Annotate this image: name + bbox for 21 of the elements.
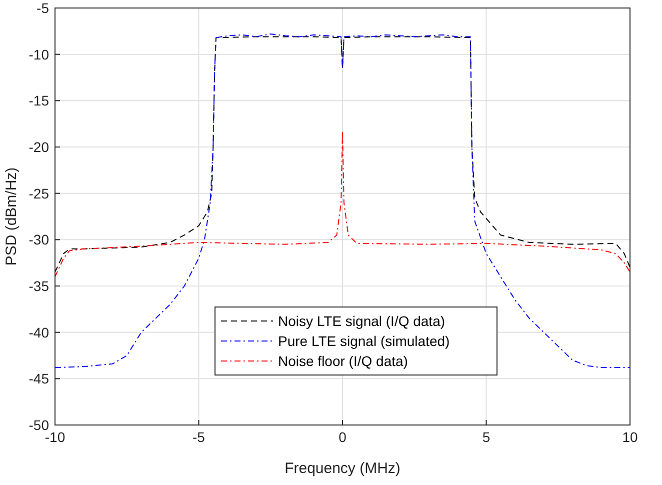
y-tick-label: -25 <box>28 185 50 202</box>
y-tick-label: -30 <box>28 232 50 248</box>
x-tick-label: -5 <box>192 429 206 445</box>
legend-label: Noisy LTE signal (I/Q data) <box>278 313 446 329</box>
x-tick-label: 10 <box>622 429 638 445</box>
legend-label: Pure LTE signal (simulated) <box>278 333 450 349</box>
legend-label: Noise floor (I/Q data) <box>278 353 408 369</box>
x-tick-label: 0 <box>338 429 347 445</box>
y-tick-label: -35 <box>28 278 50 294</box>
y-tick-label: -20 <box>28 139 50 155</box>
y-tick-label: -40 <box>28 324 50 340</box>
line-series <box>54 130 630 278</box>
y-tick-label: -10 <box>28 46 50 62</box>
y-tick-label: -45 <box>28 370 50 387</box>
line-series <box>54 36 630 273</box>
y-tick-label: -5 <box>36 0 50 16</box>
y-tick-label: -15 <box>28 92 50 109</box>
x-axis-title: Frequency (MHz) <box>284 460 400 477</box>
line-series <box>54 33 630 368</box>
x-tick-label: 5 <box>482 429 490 445</box>
y-axis-title: PSD (dBm/Hz) <box>3 167 20 266</box>
